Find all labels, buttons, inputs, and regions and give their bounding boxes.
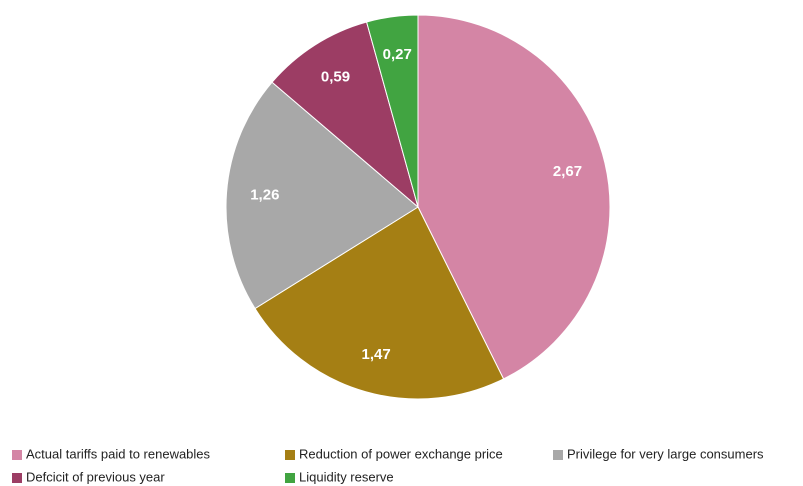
value-label: 0,59 bbox=[321, 68, 350, 85]
value-label: 0,27 bbox=[383, 46, 412, 63]
legend-label: Reduction of power exchange price bbox=[299, 446, 503, 461]
value-label: 1,47 bbox=[362, 346, 391, 363]
value-label: 2,67 bbox=[553, 163, 582, 180]
legend-label: Actual tariffs paid to renewables bbox=[26, 446, 211, 461]
pie-slice bbox=[417, 14, 611, 380]
legend-swatch bbox=[12, 473, 22, 483]
legend-swatch bbox=[553, 450, 563, 460]
legend-label: Liquidity reserve bbox=[299, 469, 394, 484]
legend-swatch bbox=[285, 473, 295, 483]
legend-swatch bbox=[285, 450, 295, 460]
value-label: 1,26 bbox=[250, 186, 279, 203]
pie-slice bbox=[365, 14, 419, 208]
pie-slice bbox=[271, 21, 419, 209]
pie-slice bbox=[254, 206, 505, 400]
pie-slice bbox=[225, 81, 419, 310]
legend-label: Defcicit of previous year bbox=[26, 469, 165, 484]
legend-label: Privilege for very large consumers bbox=[567, 446, 764, 461]
legend-swatch bbox=[12, 450, 22, 460]
